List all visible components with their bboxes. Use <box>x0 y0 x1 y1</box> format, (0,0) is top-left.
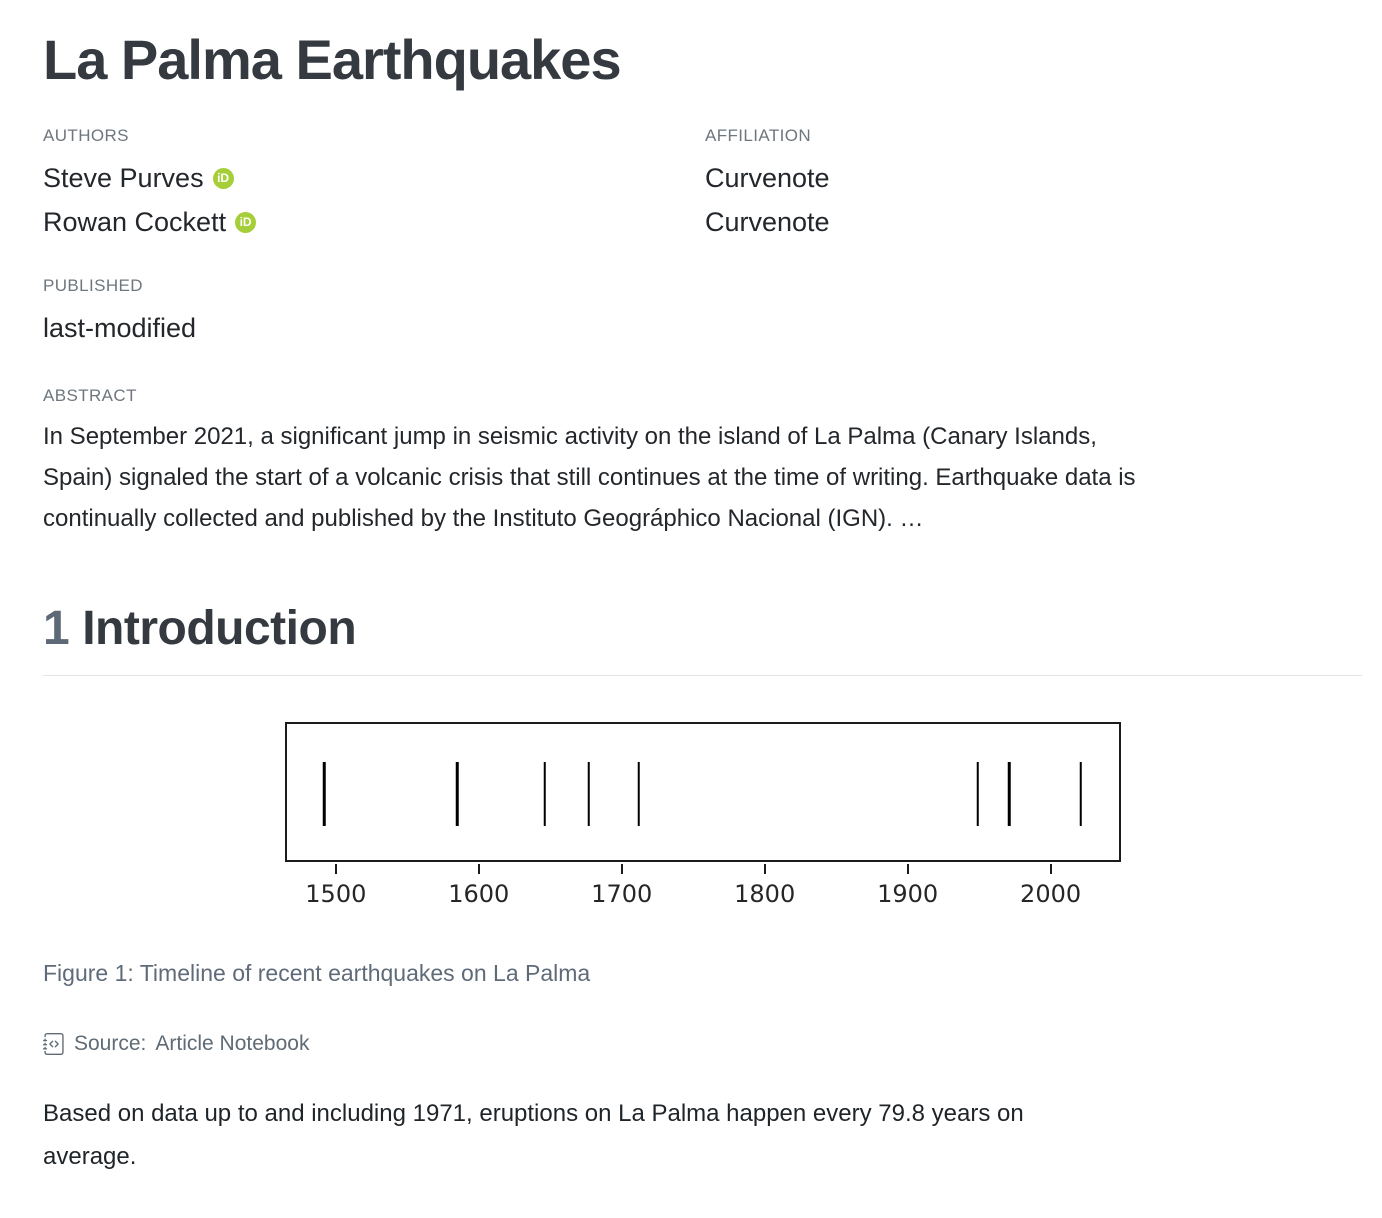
x-axis-tick <box>906 864 909 874</box>
abstract-text: In September 2021, a significant jump in… <box>43 423 1136 532</box>
author-row: Steve Purves iD <box>43 156 705 200</box>
x-axis-tick <box>763 864 766 874</box>
x-axis-tick-label: 1600 <box>448 880 510 908</box>
section-title: Introduction <box>82 602 357 655</box>
event-mark-1949 <box>976 762 979 826</box>
affiliation-value: Curvenote <box>705 163 830 193</box>
affiliation-label: AFFILIATION <box>705 126 812 145</box>
section-heading-introduction: 1 Introduction <box>43 603 1362 676</box>
x-axis-tick-label: 1900 <box>877 880 939 908</box>
x-axis-tick <box>1049 864 1052 874</box>
figure-caption: Figure 1: Timeline of recent earthquakes… <box>43 960 591 986</box>
event-mark-2021 <box>1079 762 1082 826</box>
x-axis-tick <box>334 864 337 874</box>
author-name: Rowan Cockett <box>43 207 227 237</box>
plot-axes: 1500 1600 1700 1800 1900 2000 <box>284 722 1121 908</box>
abstract-label: ABSTRACT <box>43 386 137 405</box>
affiliation-block: AFFILIATION Curvenote Curvenote <box>705 126 1362 244</box>
x-axis-tick-label: 2000 <box>1020 880 1082 908</box>
page-title: La Palma Earthquakes <box>43 28 622 91</box>
authors-label: AUTHORS <box>43 126 129 145</box>
body-paragraph: Based on data up to and including 1971, … <box>43 1100 1024 1170</box>
journal-code-icon <box>43 1033 65 1055</box>
event-mark-1712 <box>637 762 641 826</box>
frontmatter-grid: AUTHORS Steve Purves iD Rowan Cockett iD… <box>43 126 1362 244</box>
figure-source: Source: Article Notebook <box>43 1032 1362 1056</box>
source-label: Source: <box>74 1032 147 1055</box>
published-value: last-modified <box>43 313 197 343</box>
event-mark-1585 <box>456 762 459 826</box>
event-mark-1971 <box>1007 762 1011 826</box>
eventplot-chart: 1500 1600 1700 1800 1900 2000 <box>284 722 1121 908</box>
x-axis-tick-label: 1500 <box>305 880 367 908</box>
published-block: PUBLISHED last-modified <box>43 276 1362 350</box>
section-number: 1 <box>43 602 70 655</box>
event-mark-1677 <box>587 762 591 826</box>
author-row: Rowan Cockett iD <box>43 200 705 244</box>
x-axis-tick-label: 1700 <box>591 880 653 908</box>
authors-block: AUTHORS Steve Purves iD Rowan Cockett iD <box>43 126 705 244</box>
orcid-icon[interactable]: iD <box>212 167 234 189</box>
published-label: PUBLISHED <box>43 276 143 295</box>
figure-1: 1500 1600 1700 1800 1900 2000 Figure 1: Timel… <box>43 722 1362 1178</box>
affiliation-value: Curvenote <box>705 207 830 237</box>
orcid-icon[interactable]: iD <box>235 211 257 233</box>
event-mark-1646 <box>543 762 546 826</box>
x-axis-tick <box>477 864 480 874</box>
x-axis-tick <box>620 864 623 874</box>
source-link[interactable]: Article Notebook <box>155 1032 310 1055</box>
x-axis-tick-label: 1800 <box>734 880 796 908</box>
author-name: Steve Purves <box>43 163 204 193</box>
eventplot-figure: 1500 1600 1700 1800 1900 2000 Figure 1: Timel… <box>43 722 1362 988</box>
abstract-block: ABSTRACT In September 2021, a significan… <box>43 386 1362 539</box>
event-mark-1492 <box>323 762 326 826</box>
